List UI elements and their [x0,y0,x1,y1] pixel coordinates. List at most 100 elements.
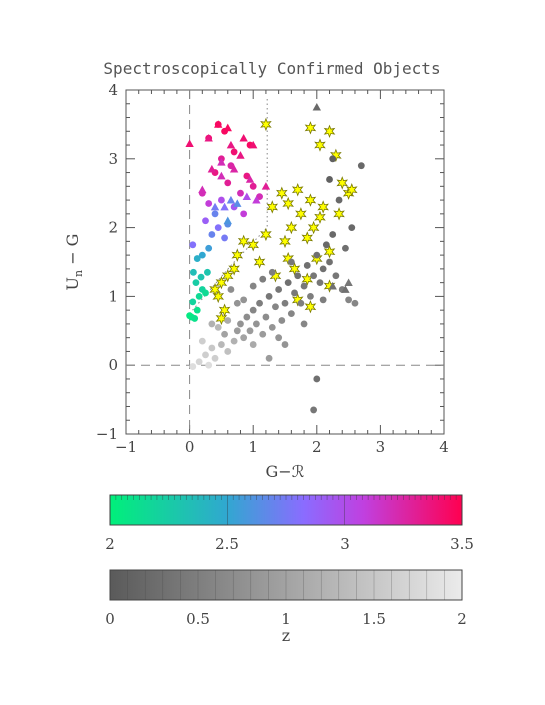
data-point-circle [300,320,308,328]
x-tick-label: 1 [248,438,258,456]
data-point-circle [192,279,200,287]
data-point-circle [319,296,327,304]
data-point-circle [208,231,216,238]
cb2-tick-4: 2 [457,610,467,628]
data-point-circle [303,262,311,269]
data-point-triangle [214,120,223,128]
data-point-circle [191,315,199,322]
data-point-circle [357,162,365,170]
data-point-circle [265,293,273,300]
y-tick-label: 4 [108,81,118,99]
data-point-circle [326,176,333,183]
data-point-circle [208,344,216,352]
data-point-circle [287,310,295,317]
data-point-circle [230,148,238,156]
y-tick-labels: −1 0 1 2 3 4 [96,81,118,443]
data-point-star [304,121,317,135]
data-point-star [304,300,317,314]
data-point-triangle [261,182,271,190]
data-point-star [307,220,320,235]
y-label-sub: n [72,270,85,277]
data-point-circle [204,268,211,276]
data-point-triangle [207,164,217,173]
data-point-star [345,183,358,197]
colorbar-low-z: 0 0.5 1 1.5 2 z [105,569,467,645]
data-point-star [314,138,326,152]
data-point-circle [284,279,292,287]
data-point-star [276,186,288,200]
data-point-circle [268,323,276,331]
data-point-circle [342,244,349,252]
data-point-star [330,148,342,163]
data-point-circle [224,179,232,187]
axis-ticks [125,89,445,435]
data-point-circle [313,375,321,383]
y-tick-label: −1 [96,425,118,443]
data-point-circle [275,286,283,293]
data-point-circle [202,289,209,297]
data-point-triangle [341,285,350,293]
plot-area: −1 0 1 2 3 4 −1 0 1 2 3 4 [96,81,449,456]
data-point-star [266,200,279,214]
y-axis-label: Un − G [63,234,85,291]
data-point-circle [345,296,352,304]
data-point-circle [195,293,203,300]
data-point-circle [202,217,209,225]
data-point-circle [189,363,197,370]
data-point-circle [195,358,203,366]
data-point-triangle [185,139,194,148]
data-point-star [323,279,336,293]
data-point-circle [205,244,213,252]
data-point-triangle [223,216,232,225]
data-point-circle [193,306,201,314]
reference-lines [126,90,444,434]
data-point-triangle [226,140,236,149]
data-point-star [260,117,272,132]
svg-text:Un − G: Un − G [63,234,85,291]
data-point-triangle [312,103,321,111]
data-point-star [317,200,329,214]
data-point-circle [193,255,201,262]
chart-title: Spectroscopically Confirmed Objects [103,59,440,78]
data-point-star [215,311,228,326]
data-point-triangle [328,281,337,290]
data-point-circle [268,268,276,276]
data-point-star [279,234,291,249]
data-point-circle [189,241,197,249]
data-points [185,103,365,414]
data-point-circle [310,272,318,280]
x-tick-label: 0 [185,438,195,456]
data-point-circle [348,224,356,232]
data-point-circle [243,313,251,321]
cb2-tick-2: 1 [281,610,291,628]
data-point-star [333,207,345,221]
plot-frame [125,89,445,435]
x-axis-label: G−ℛ [266,462,305,481]
colorbar-low-z-ticks [109,570,463,600]
data-point-circle [329,155,337,163]
y-label-rest: − G [63,234,82,270]
colorbar-high-z-ticks [109,495,463,525]
data-point-circle [322,241,330,249]
data-point-star [288,262,301,276]
cb2-tick-3: 1.5 [362,610,386,628]
data-point-triangle [245,175,255,183]
data-point-star [323,124,336,138]
data-point-circle [275,334,283,342]
data-point-triangle [217,171,226,180]
data-point-circle [197,273,205,281]
colorbar-high-z: 2 2.5 3 3.5 [105,494,474,553]
data-point-circle [294,272,302,280]
data-point-star [282,196,294,211]
data-point-circle [218,196,225,204]
data-point-circle [335,196,343,204]
data-point-circle [272,303,279,311]
data-point-circle [262,313,270,321]
data-point-circle [252,320,260,328]
data-point-triangle [198,185,207,194]
x-tick-label: 4 [439,438,449,456]
data-point-circle [297,299,305,307]
y-tick-label: 3 [108,150,118,168]
data-point-circle [218,341,225,348]
data-point-star [282,251,294,266]
